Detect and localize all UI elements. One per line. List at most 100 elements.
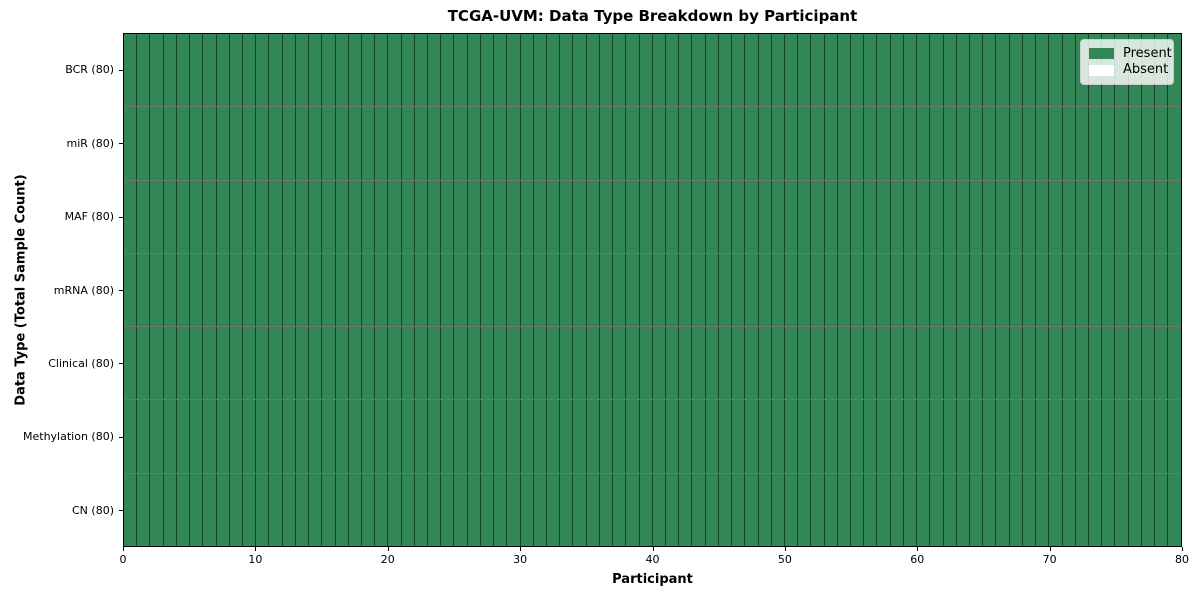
heatmap-cell [679,400,693,473]
heatmap-cell [216,34,230,107]
heatmap-cell [1036,34,1050,107]
heatmap-cell [309,400,323,473]
heatmap-cell [269,34,283,107]
heatmap-cell [1088,327,1103,400]
heatmap-cell [586,473,600,546]
heatmap-cell [1022,180,1037,253]
heatmap-cell [242,34,257,107]
heatmap-cell [718,107,733,180]
heatmap-cell [1141,253,1156,327]
heatmap-cell [930,400,944,473]
heatmap-cell [1102,327,1116,400]
heatmap-cell [586,327,600,400]
x-tick-label: 80 [1175,553,1189,566]
heatmap-cell [190,473,204,546]
heatmap-cell [282,400,296,473]
heatmap-cell [1009,400,1023,473]
heatmap-cell [361,400,376,473]
heatmap-cell [256,107,270,180]
heatmap-cell [163,400,177,473]
heatmap-cell [771,253,785,327]
heatmap-cell [176,253,191,327]
heatmap-cell [1168,473,1181,546]
heatmap-cell [269,327,283,400]
heatmap-cell [851,400,865,473]
heatmap-cell [573,473,587,546]
heatmap-cell [1168,327,1181,400]
heatmap-cell [1141,180,1156,253]
heatmap-cell [388,327,402,400]
heatmap-cell [428,180,442,253]
heatmap-cell [996,473,1010,546]
heatmap-cell [163,473,177,546]
heatmap-cell [784,400,799,473]
heatmap-cell [216,327,230,400]
heatmap-cell [679,473,693,546]
heatmap-cell [718,473,733,546]
heatmap-cell [718,253,733,327]
heatmap-cell [176,473,191,546]
y-tick-label: BCR (80) [65,63,114,77]
heatmap-cell [1062,473,1076,546]
heatmap-cell [282,253,296,327]
heatmap-cell [837,400,852,473]
heatmap-cell [599,107,614,180]
heatmap-cell [229,473,243,546]
heatmap-cell [930,473,944,546]
heatmap-cell [137,327,151,400]
x-tick-label: 30 [513,553,528,566]
heatmap-row [124,34,1181,108]
heatmap-cell [877,34,891,107]
heatmap-cell [652,253,666,327]
heatmap-cell [1075,400,1089,473]
heatmap-cell [1075,327,1089,400]
heatmap-cell [956,107,970,180]
heatmap-cell [322,34,336,107]
y-tick-label: miR (80) [66,136,115,150]
heatmap-cell [599,253,614,327]
heatmap-cell [626,253,640,327]
heatmap-cell [150,107,164,180]
heatmap-cell [599,180,614,253]
heatmap-cell [1115,253,1129,327]
heatmap-cell [824,253,838,327]
heatmap-cell [388,34,402,107]
heatmap-cell [242,327,257,400]
heatmap-cell [533,400,547,473]
heatmap-cell [758,107,772,180]
heatmap-cell [705,327,719,400]
heatmap-cell [851,473,865,546]
heatmap-cell [494,180,508,253]
heatmap-cell [824,107,838,180]
heatmap-cell [890,34,904,107]
heatmap-cell [348,327,362,400]
heatmap-cell [1049,34,1063,107]
heatmap-cell [771,327,785,400]
heatmap-cell [1049,253,1063,327]
heatmap-cell [665,34,680,107]
heatmap-cell [930,327,944,400]
heatmap-cell [665,473,680,546]
heatmap-cell [242,400,257,473]
heatmap-cell [309,327,323,400]
heatmap-cell [903,180,918,253]
heatmap-cell [692,34,706,107]
heatmap-cell [996,34,1010,107]
heatmap-cell [533,34,547,107]
y-tick-mark [119,363,123,365]
heatmap-cell [943,400,957,473]
heatmap-cell [1022,107,1037,180]
heatmap-cell [428,327,442,400]
heatmap-cell [361,253,376,327]
heatmap-cell [414,473,429,546]
heatmap-cell [877,107,891,180]
heatmap-cell [467,34,481,107]
heatmap-cell [639,400,653,473]
y-tick-mark [119,216,123,218]
heatmap-cell [877,180,891,253]
heatmap-cell [732,34,746,107]
heatmap-cell [401,180,415,253]
heatmap-cell [692,327,706,400]
heatmap-cell [282,327,296,400]
heatmap-cell [560,107,574,180]
